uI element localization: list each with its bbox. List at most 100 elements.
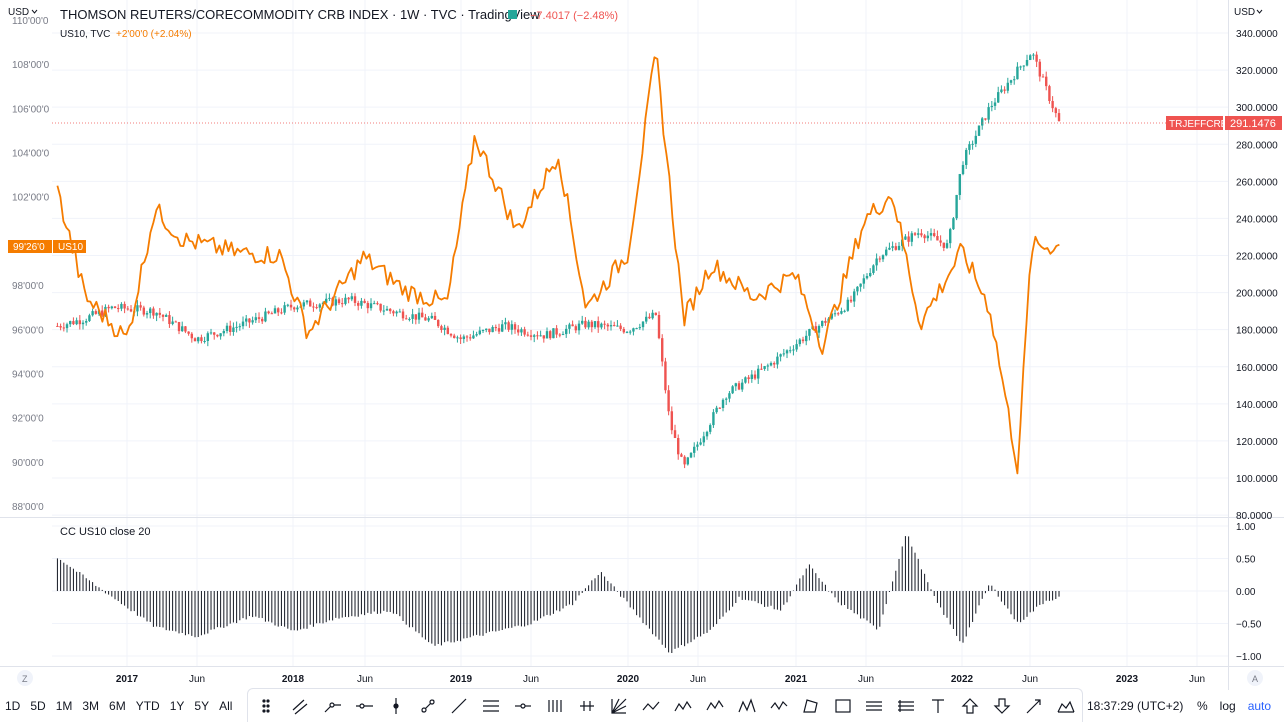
overlay-series-title[interactable]: US10, TVC [60, 29, 110, 40]
candle-body [801, 339, 805, 342]
arrow-marker-icon[interactable] [1018, 691, 1050, 721]
auto-toggle[interactable]: auto [1247, 699, 1272, 713]
left-price-axis: 110'00'0 108'00'0 106'00'0 104'00'0 102'00'0… [12, 16, 50, 513]
candle-body [369, 303, 373, 309]
candle-body [325, 298, 328, 303]
candle-body [1048, 86, 1051, 102]
candle-body [459, 337, 462, 340]
ae-pattern-icon[interactable] [699, 691, 731, 721]
candle-body [1019, 66, 1022, 68]
candle-body [769, 363, 773, 366]
pitchfan-icon[interactable] [603, 691, 635, 721]
timeframe-1d[interactable]: 1D [5, 699, 21, 713]
indicator-title[interactable]: CC US10 close 20 [60, 526, 151, 538]
candle-body [526, 334, 530, 336]
timeframe-all[interactable]: All [219, 699, 233, 713]
fib-retracement-icon[interactable] [475, 691, 507, 721]
wxy-pattern-icon[interactable] [763, 691, 795, 721]
candle-body [587, 321, 590, 328]
timeframe-1m[interactable]: 1M [55, 699, 73, 713]
candle-body [638, 327, 642, 329]
price-range-icon[interactable] [890, 691, 922, 721]
flag-icon[interactable] [508, 10, 517, 19]
candle-body [622, 328, 626, 333]
horizontal-ray-icon[interactable] [348, 691, 380, 721]
candle-body [1029, 55, 1032, 61]
timeframe-1y[interactable]: 1Y [169, 699, 185, 713]
candle-body [264, 311, 267, 322]
candle-body [267, 311, 270, 314]
polyline-icon[interactable] [795, 691, 827, 721]
candle-body [462, 336, 466, 340]
log-toggle[interactable]: log [1219, 699, 1236, 713]
left-tick-label: 104'00'0 [12, 149, 50, 160]
abcd-pattern-icon[interactable] [635, 691, 667, 721]
candle-body [293, 307, 296, 310]
timeframe-6m[interactable]: 6M [109, 699, 126, 713]
main-series-title[interactable]: THOMSON REUTERS/CORECOMMODITY CRB INDEX … [60, 7, 540, 22]
candle-body [590, 321, 594, 328]
candle-body [571, 324, 574, 327]
candle-body [878, 258, 882, 260]
candle-body [606, 324, 610, 327]
horizontal-line-icon[interactable] [507, 691, 539, 721]
right-tick-label: 220.0000 [1236, 252, 1278, 263]
right-currency-selector[interactable]: USD [1234, 7, 1255, 18]
candle-body [830, 313, 834, 319]
candle-body [174, 321, 178, 323]
candle-body [65, 324, 69, 329]
clock[interactable]: 18:37:29 (UTC+2) [1087, 699, 1184, 713]
auto-scale-button[interactable] [1247, 670, 1263, 686]
grip-icon[interactable] [252, 691, 284, 721]
trend-angle-icon[interactable] [444, 691, 476, 721]
candle-body [337, 299, 341, 304]
candle-body [465, 336, 469, 338]
rectangle-icon[interactable] [827, 691, 859, 721]
candle-body [795, 344, 798, 350]
candle-body [395, 311, 398, 314]
candle-body [613, 325, 616, 327]
head-shoulders-icon[interactable] [731, 691, 763, 721]
text-icon[interactable] [922, 691, 954, 721]
timeframe-5d[interactable]: 5D [30, 699, 46, 713]
left-currency-selector[interactable]: USD [8, 7, 29, 18]
candle-body [981, 118, 984, 126]
candle-body [753, 374, 757, 379]
candle-body [353, 296, 357, 303]
candle-body [734, 383, 738, 387]
candle-body [190, 333, 194, 339]
candle-body [197, 337, 200, 342]
time-tick-label: 2020 [617, 674, 640, 685]
us10-polyline [56, 56, 1060, 475]
candle-body [491, 327, 494, 333]
ac-pattern-icon[interactable] [667, 691, 699, 721]
candle-body [929, 233, 933, 236]
time-tick-label: 2017 [116, 674, 139, 685]
candle-body [382, 310, 386, 312]
gann-box-icon[interactable] [571, 691, 603, 721]
trend-line-icon[interactable] [412, 691, 444, 721]
ray-icon[interactable] [316, 691, 348, 721]
candle-body [536, 335, 539, 337]
arrow-up-icon[interactable] [954, 691, 986, 721]
timeframe-5y[interactable]: 5Y [194, 699, 210, 713]
crb-candlesticks [56, 51, 1061, 469]
vertical-line-icon[interactable] [380, 691, 412, 721]
zoom-reset-button[interactable] [17, 670, 33, 686]
candle-body [865, 276, 869, 279]
parallel-channel-icon[interactable] [284, 691, 316, 721]
candle-body [891, 246, 894, 248]
candle-body [283, 305, 286, 313]
pattern-icon[interactable] [1050, 691, 1082, 721]
right-tick-label: 180.0000 [1236, 326, 1278, 337]
candle-body [635, 328, 638, 330]
fib-fan-icon[interactable] [539, 691, 571, 721]
timeframe-3m[interactable]: 3M [82, 699, 100, 713]
date-range-icon[interactable] [859, 691, 891, 721]
candle-body [437, 319, 440, 327]
timeframe-ytd[interactable]: YTD [135, 699, 160, 713]
candle-body [766, 365, 770, 367]
arrow-down-icon[interactable] [986, 691, 1018, 721]
percent-toggle[interactable]: % [1197, 699, 1208, 713]
